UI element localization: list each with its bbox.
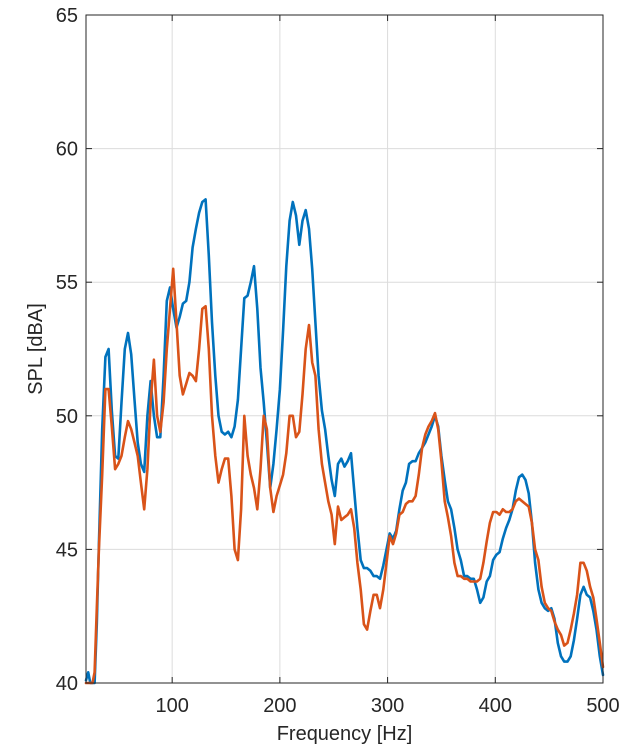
y-tick-label: 40: [56, 673, 78, 695]
x-axis-label: Frequency [Hz]: [277, 723, 413, 745]
x-tick-label: 200: [263, 695, 296, 717]
y-tick-label: 60: [56, 139, 78, 161]
series-line-2: [84, 267, 605, 685]
y-tick-label: 55: [56, 272, 78, 294]
x-tick-labels: 100 200 300 400 500: [155, 695, 619, 717]
data-series: [84, 198, 605, 685]
plot-frame: [85, 14, 604, 684]
x-tick-label: 500: [586, 695, 619, 717]
y-tick-label: 45: [56, 539, 78, 561]
x-tick-label: 300: [371, 695, 404, 717]
x-tick-label: 100: [155, 695, 188, 717]
x-tick-label: 400: [479, 695, 512, 717]
y-axis-label: SPL [dBA]: [25, 303, 47, 395]
tick-marks: [86, 14, 604, 684]
y-tick-labels: 40 45 50 55 60 65: [56, 5, 78, 695]
y-tick-label: 50: [56, 406, 78, 428]
y-tick-label: 65: [56, 5, 78, 27]
series-line-1: [84, 198, 605, 685]
